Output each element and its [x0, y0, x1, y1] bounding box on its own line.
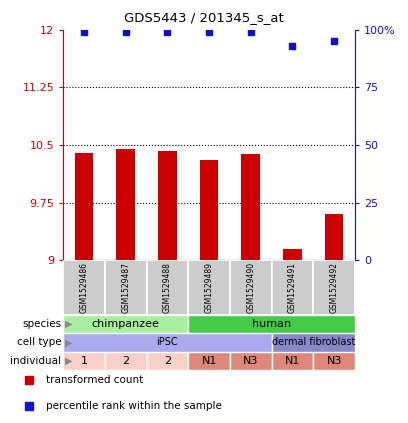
Text: GSM1529486: GSM1529486 — [80, 262, 89, 313]
Point — [289, 42, 296, 49]
Bar — [146, 352, 188, 370]
Bar — [230, 352, 272, 370]
Text: individual: individual — [10, 356, 61, 365]
Text: ▶: ▶ — [65, 319, 73, 329]
Text: GSM1529491: GSM1529491 — [288, 262, 297, 313]
Bar — [105, 352, 146, 370]
Bar — [188, 315, 355, 333]
Text: GSM1529489: GSM1529489 — [204, 262, 214, 313]
Point — [331, 38, 337, 44]
Bar — [146, 260, 188, 315]
Bar — [116, 149, 135, 260]
Text: cell type: cell type — [17, 338, 61, 347]
Text: dermal fibroblast: dermal fibroblast — [272, 338, 355, 347]
Text: transformed count: transformed count — [47, 376, 144, 385]
Text: GSM1529488: GSM1529488 — [163, 262, 172, 313]
Text: N3: N3 — [243, 356, 258, 365]
Text: N1: N1 — [202, 356, 217, 365]
Text: GSM1529487: GSM1529487 — [121, 262, 130, 313]
Point — [122, 28, 129, 35]
Bar — [283, 249, 302, 260]
Text: chimpanzee: chimpanzee — [92, 319, 160, 329]
Bar — [105, 260, 146, 315]
Text: 1: 1 — [80, 356, 88, 365]
Bar — [272, 352, 313, 370]
Bar — [188, 260, 230, 315]
Text: percentile rank within the sample: percentile rank within the sample — [47, 401, 222, 411]
Bar — [63, 333, 272, 352]
Bar — [272, 333, 355, 352]
Bar — [63, 352, 105, 370]
Text: GSM1529492: GSM1529492 — [330, 262, 339, 313]
Bar — [313, 352, 355, 370]
Bar — [158, 151, 177, 260]
Bar — [272, 260, 313, 315]
Bar — [230, 260, 272, 315]
Text: species: species — [22, 319, 61, 329]
Bar — [75, 153, 93, 260]
Text: 2: 2 — [164, 356, 171, 365]
Text: human: human — [252, 319, 291, 329]
Bar — [63, 315, 188, 333]
Bar — [63, 260, 105, 315]
Text: 2: 2 — [122, 356, 129, 365]
Text: iPSC: iPSC — [157, 338, 178, 347]
Point — [81, 28, 87, 35]
Bar — [313, 260, 355, 315]
Point — [206, 28, 212, 35]
Point — [164, 28, 171, 35]
Bar — [188, 352, 230, 370]
Text: GDS5443 / 201345_s_at: GDS5443 / 201345_s_at — [124, 11, 284, 24]
Text: N3: N3 — [326, 356, 342, 365]
Text: GSM1529490: GSM1529490 — [246, 262, 255, 313]
Text: ▶: ▶ — [65, 338, 73, 347]
Bar — [242, 154, 260, 260]
Point — [248, 28, 254, 35]
Text: N1: N1 — [285, 356, 300, 365]
Bar — [200, 160, 218, 260]
Text: ▶: ▶ — [65, 356, 73, 365]
Bar — [325, 214, 344, 260]
